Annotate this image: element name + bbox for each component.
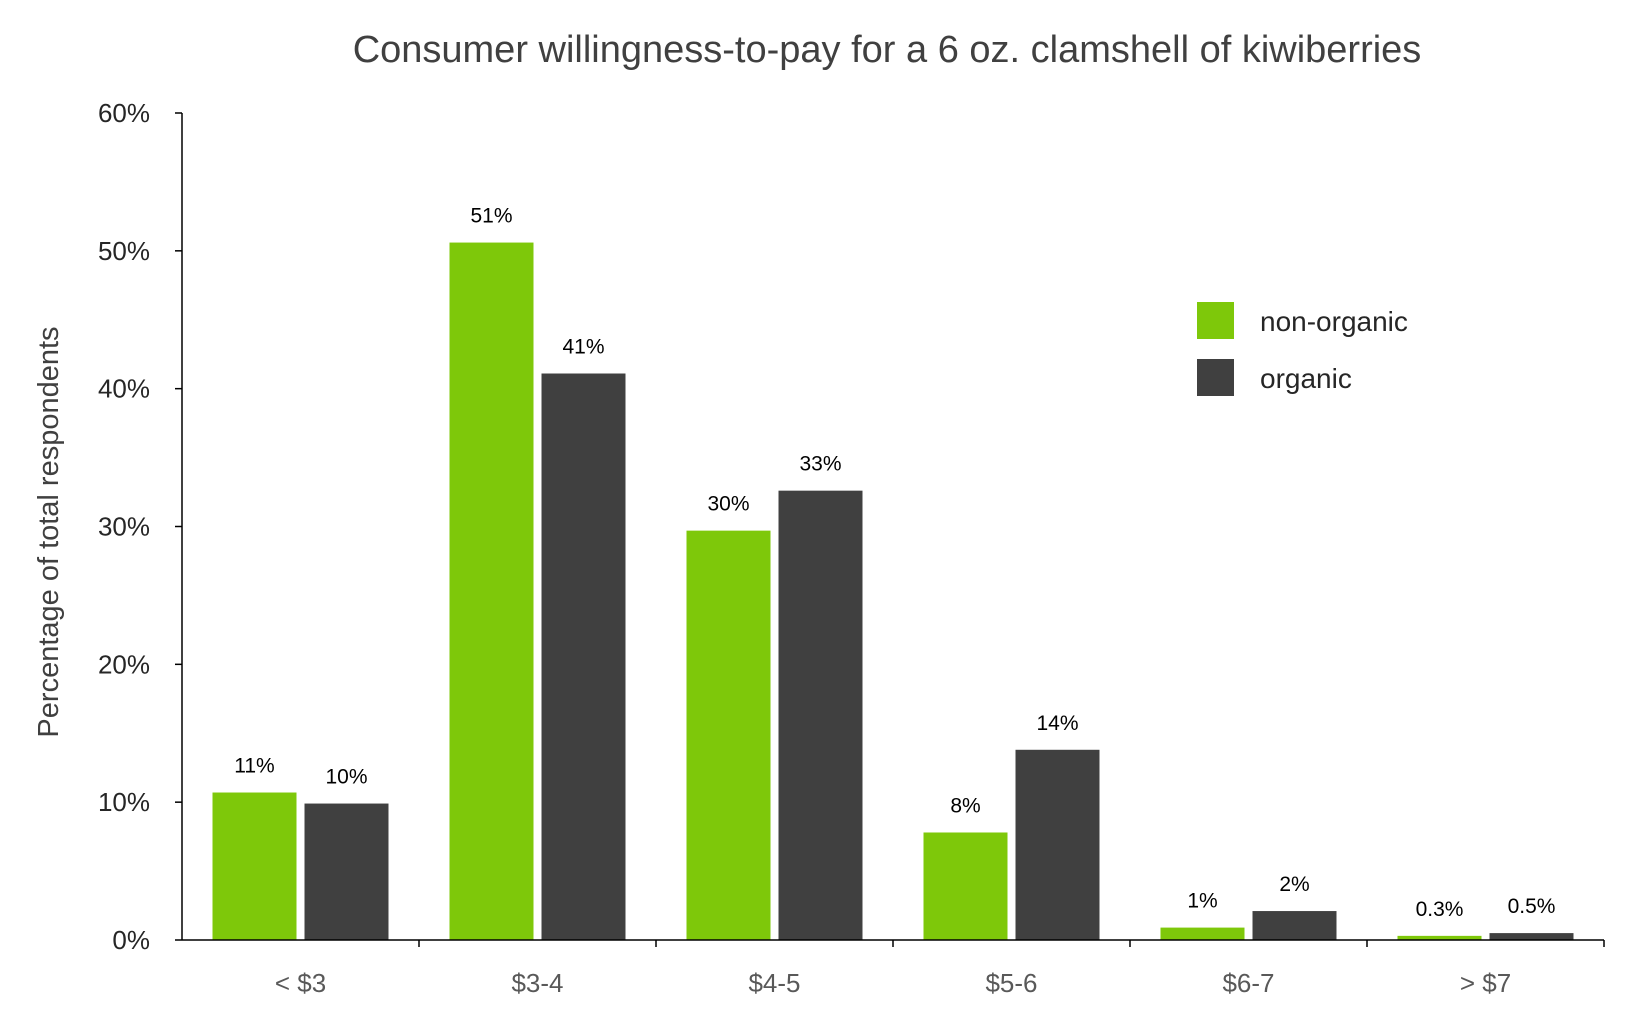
bar-non-organic (449, 242, 534, 940)
bar-non-organic (686, 530, 771, 940)
data-label-organic: 14% (1036, 712, 1078, 735)
chart-title: Consumer willingness-to-pay for a 6 oz. … (353, 29, 1422, 71)
x-tick-label: $4-5 (748, 968, 800, 998)
data-label-organic: 41% (562, 336, 604, 359)
bar-non-organic (212, 792, 297, 940)
legend-swatch-non-organic (1197, 302, 1234, 339)
bar-organic (778, 490, 863, 940)
y-tick-label: 40% (98, 374, 150, 404)
legend: non-organic organic (1197, 302, 1408, 396)
bar-non-organic (1160, 927, 1245, 940)
y-tick-label: 20% (98, 649, 150, 679)
data-label-organic: 2% (1279, 873, 1309, 896)
bar-organic (1489, 933, 1574, 940)
x-tick-label: $6-7 (1222, 968, 1274, 998)
y-tick-label: 50% (98, 236, 150, 266)
data-label-organic: 0.5% (1508, 895, 1556, 918)
data-label-non-organic: 51% (470, 205, 512, 228)
x-tick-label: $5-6 (985, 968, 1037, 998)
bar-organic (1252, 911, 1337, 940)
legend-label-organic: organic (1260, 363, 1352, 394)
bar-organic (541, 373, 626, 940)
x-tick-label: > $7 (1460, 968, 1511, 998)
data-label-organic: 10% (325, 766, 367, 789)
y-tick-label: 30% (98, 512, 150, 542)
data-label-non-organic: 30% (707, 493, 749, 516)
y-tick-label: 60% (98, 98, 150, 128)
bar-organic (1015, 749, 1100, 940)
x-axis-ticks: < $3 $3-4 $4-5 $5-6 $6-7 > $7 (275, 940, 1605, 998)
y-axis-ticks: 0% 10% 20% 30% 40% 50% 60% (98, 98, 182, 955)
data-label-non-organic: 0.3% (1416, 898, 1464, 921)
data-label-non-organic: 11% (234, 755, 274, 778)
y-tick-label: 0% (112, 925, 150, 955)
data-label-organic: 33% (799, 453, 841, 476)
data-label-non-organic: 1% (1187, 890, 1217, 913)
x-tick-label: < $3 (275, 968, 326, 998)
x-tick-label: $3-4 (511, 968, 563, 998)
y-tick-label: 10% (98, 787, 150, 817)
bar-organic (304, 803, 389, 940)
data-label-non-organic: 8% (950, 794, 980, 817)
legend-label-non-organic: non-organic (1260, 306, 1408, 337)
y-axis-label: Percentage of total respondents (33, 326, 65, 737)
bar-non-organic (1397, 935, 1482, 940)
data-labels: 11% 10% 51% 41% 30% 33% 8% 14% 1% 2% 0.3% 0.5% (234, 205, 1555, 921)
legend-swatch-organic (1197, 359, 1234, 396)
bars (212, 242, 1574, 940)
bar-non-organic (923, 832, 1008, 940)
